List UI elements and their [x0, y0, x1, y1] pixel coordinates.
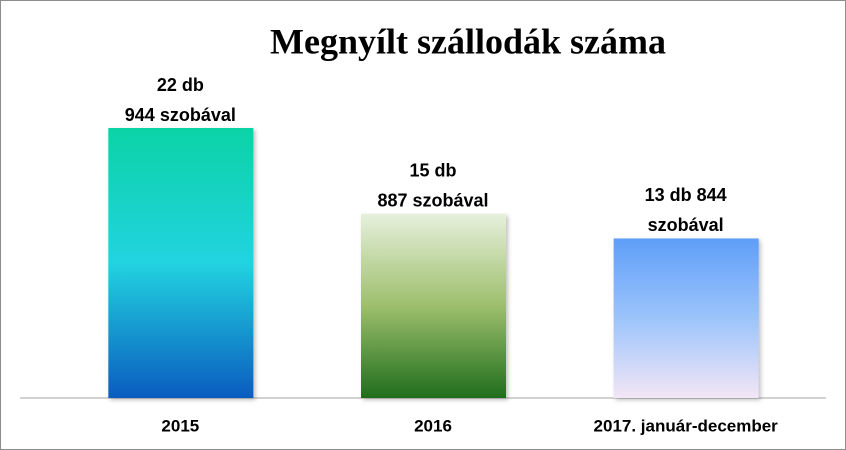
value-label: 13 db 844: [645, 185, 727, 205]
value-label: szobával: [648, 215, 724, 235]
value-label: 15 db: [409, 161, 456, 181]
value-label: 887 szobával: [377, 191, 488, 211]
bar: [361, 213, 506, 398]
value-label: 944 szobával: [125, 105, 236, 125]
bar: [108, 128, 254, 398]
chart-title: Megnyílt szállodák száma: [270, 21, 666, 61]
x-tick-label: 2015: [161, 416, 199, 435]
bar: [613, 238, 759, 398]
x-tick-label: 2016: [414, 416, 452, 435]
x-tick-label: 2017. január-december: [594, 416, 779, 435]
value-label: 22 db: [157, 75, 204, 95]
